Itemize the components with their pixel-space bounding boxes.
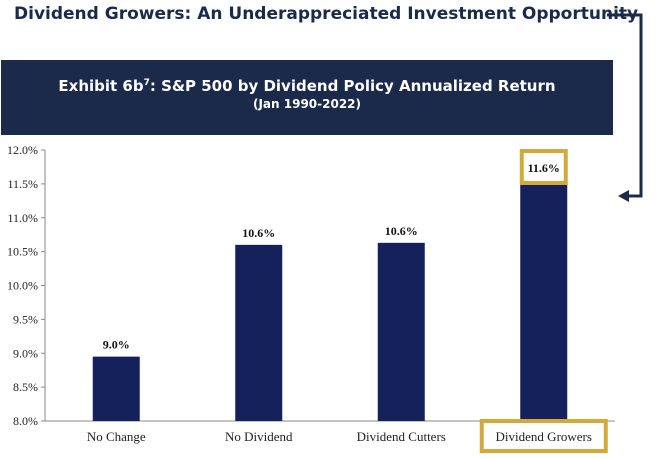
bar-dividend-growers	[520, 180, 568, 421]
chart-title: Exhibit 6b7: S&P 500 by Dividend Policy …	[1, 77, 613, 95]
y-tick-label: 9.0%	[13, 346, 38, 360]
y-tick-label: 11.0%	[7, 211, 38, 225]
data-label: 11.6%	[528, 161, 560, 175]
bar-no-dividend	[235, 244, 283, 421]
bar-no-change	[92, 356, 140, 421]
exhibit-banner: Exhibit 6b7: S&P 500 by Dividend Policy …	[1, 60, 613, 135]
chart-title-suffix: : S&P 500 by Dividend Policy Annualized …	[149, 77, 556, 95]
category-label: Dividend Cutters	[357, 429, 446, 444]
y-tick-label: 8.0%	[13, 414, 38, 428]
category-label: No Dividend	[225, 429, 293, 444]
data-label-highlight-box	[519, 149, 568, 185]
data-label: 10.6%	[385, 224, 418, 238]
bar-dividend-cutters	[377, 242, 425, 421]
data-label: 9.0%	[103, 338, 130, 352]
category-label: Dividend Growers	[496, 429, 592, 444]
category-label: No Change	[87, 429, 146, 444]
y-tick-label: 11.5%	[7, 177, 38, 191]
y-tick-label: 8.5%	[13, 380, 38, 394]
data-label: 10.6%	[242, 226, 275, 240]
y-tick-label: 10.0%	[7, 279, 38, 293]
chart-subtitle: (Jan 1990-2022)	[252, 97, 362, 111]
y-tick-label: 9.5%	[13, 312, 38, 326]
connector-arrowhead-icon	[618, 190, 629, 202]
page-headline: Dividend Growers: An Underappreciated In…	[14, 4, 639, 24]
y-tick-label: 10.5%	[7, 245, 38, 259]
chart-title-prefix: Exhibit 6b	[58, 77, 144, 95]
connector-line	[607, 13, 643, 198]
footnote-marker: 7	[143, 78, 150, 88]
category-highlight-box	[479, 419, 608, 453]
y-tick-label: 12.0%	[7, 143, 38, 157]
